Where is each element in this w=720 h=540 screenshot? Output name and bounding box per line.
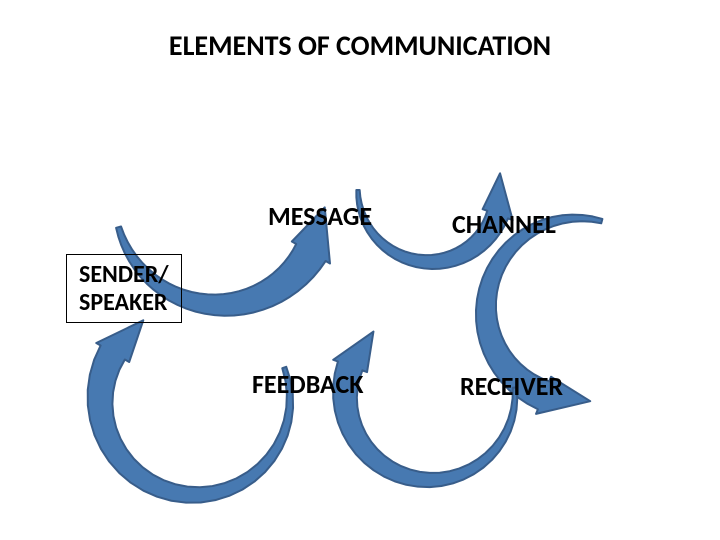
sender-box: SENDER/ SPEAKER <box>66 254 182 323</box>
label-receiver: RECEIVER <box>460 370 563 402</box>
label-message: MESSAGE <box>268 200 372 232</box>
label-feedback: FEEDBACK <box>252 368 363 400</box>
arrow-feedback-to-sender <box>88 320 293 502</box>
label-channel: CHANNEL <box>452 208 556 240</box>
diagram-canvas: ELEMENTS OF COMMUNICATION SENDER/ SPEAKE… <box>0 0 720 540</box>
